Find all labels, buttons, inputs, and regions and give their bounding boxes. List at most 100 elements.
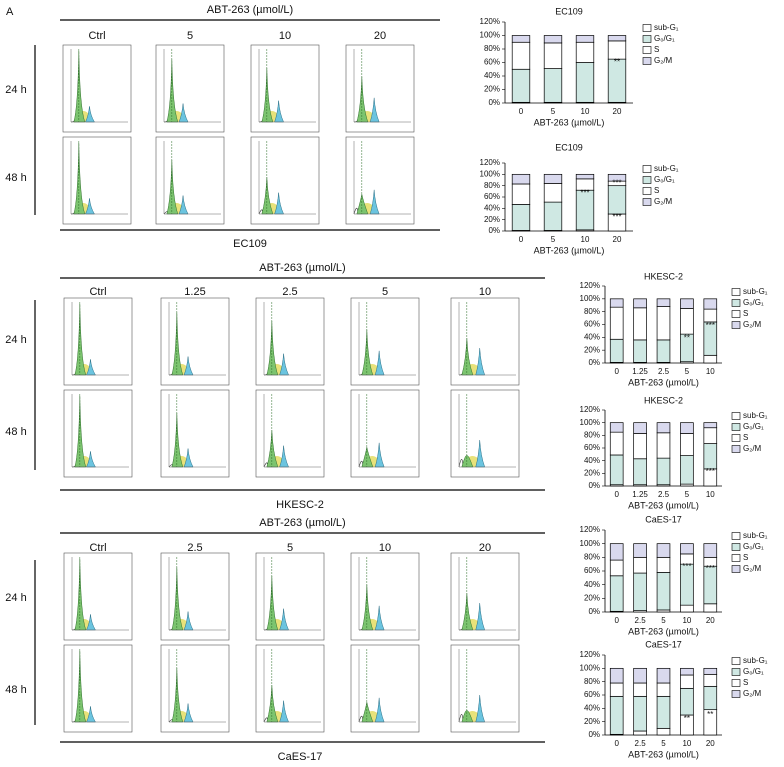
x-tick-label: 5 bbox=[551, 107, 556, 116]
legend-swatch bbox=[731, 532, 741, 540]
legend-label: sub-G₁ bbox=[743, 531, 768, 540]
bar-segment bbox=[680, 433, 694, 456]
flow-histogram bbox=[350, 389, 420, 478]
bar-segment bbox=[511, 183, 531, 205]
bar-segment bbox=[680, 308, 694, 335]
histogram-frame bbox=[350, 297, 420, 386]
flow-histogram bbox=[345, 136, 415, 225]
bar-segment bbox=[609, 667, 624, 684]
time-label: 24 h bbox=[5, 592, 26, 604]
legend-label: G₀/G₁ bbox=[743, 542, 764, 551]
x-tick-label: 2.5 bbox=[635, 616, 647, 625]
chart-title: CaES-17 bbox=[645, 514, 682, 524]
g2-peak bbox=[374, 697, 385, 723]
time-label: 24 h bbox=[5, 84, 26, 96]
g1-peak bbox=[74, 558, 87, 631]
significance-mark: *** bbox=[682, 562, 691, 571]
y-tick-label: 120% bbox=[480, 17, 500, 26]
y-tick-label: 100% bbox=[580, 418, 600, 427]
flow-histogram bbox=[63, 644, 133, 733]
g2-peak bbox=[183, 448, 194, 468]
dose-label: 1.25 bbox=[184, 286, 205, 298]
x-tick-label: 10 bbox=[682, 616, 691, 625]
histogram-frame bbox=[62, 136, 132, 225]
significance-mark: ** bbox=[684, 714, 690, 723]
y-tick-label: 120% bbox=[580, 650, 600, 659]
bar-segment bbox=[633, 730, 647, 736]
legend-swatch bbox=[642, 165, 652, 173]
y-tick-label: 80% bbox=[484, 181, 500, 190]
cell-line-label: HKESC-2 bbox=[276, 499, 324, 511]
significance-mark: *** bbox=[612, 179, 621, 188]
g1-peak bbox=[361, 702, 374, 723]
legend-label: G₂/M bbox=[743, 444, 762, 453]
flow-histogram bbox=[350, 644, 420, 733]
histogram-frame bbox=[250, 136, 320, 225]
bar-segment bbox=[607, 40, 627, 60]
x-axis-title: ABT-263 (µmol/L) bbox=[628, 377, 699, 387]
legend-swatch bbox=[731, 565, 741, 573]
legend-label: G₀/G₁ bbox=[654, 34, 675, 43]
legend-label: sub-G₁ bbox=[743, 656, 768, 665]
flow-histogram bbox=[345, 44, 415, 133]
x-axis-title: ABT-263 (µmol/L) bbox=[534, 117, 605, 127]
legend-swatch bbox=[731, 434, 741, 442]
x-tick-label: 0 bbox=[614, 739, 619, 748]
histogram-frame bbox=[255, 297, 325, 386]
significance-mark: ** bbox=[684, 334, 690, 343]
g1-peak bbox=[73, 50, 86, 123]
bar-segment bbox=[609, 338, 624, 363]
g2-peak bbox=[86, 451, 96, 468]
g1-peak bbox=[74, 303, 87, 376]
bar-segment bbox=[656, 306, 671, 341]
g1-peak bbox=[356, 194, 369, 215]
y-tick-label: 120% bbox=[580, 525, 600, 534]
bar-segment bbox=[656, 695, 671, 729]
x-tick-label: 5 bbox=[661, 739, 666, 748]
legend-swatch bbox=[731, 668, 741, 676]
x-axis-title: ABT-263 (µmol/L) bbox=[628, 749, 699, 759]
y-tick-label: 0% bbox=[588, 481, 600, 490]
bar-segment bbox=[656, 457, 671, 486]
bar-segment bbox=[609, 431, 624, 456]
flow-histogram bbox=[155, 136, 225, 225]
significance-mark: ** bbox=[614, 58, 620, 67]
x-tick-label: 0 bbox=[614, 367, 619, 376]
flow-histogram bbox=[63, 297, 133, 386]
chart-title: CaES-17 bbox=[645, 639, 682, 649]
legend-swatch bbox=[642, 24, 652, 32]
bar-segment bbox=[575, 41, 595, 63]
g2-peak bbox=[274, 192, 284, 215]
histogram-frame bbox=[63, 552, 133, 641]
legend-label: G₂/M bbox=[743, 689, 762, 698]
bar-segment bbox=[680, 667, 694, 676]
bar-segment bbox=[543, 201, 563, 231]
y-tick-label: 100% bbox=[480, 31, 500, 40]
legend-swatch bbox=[642, 198, 652, 206]
y-tick-label: 0% bbox=[588, 358, 600, 367]
bar-segment bbox=[511, 35, 531, 43]
flow-histogram bbox=[450, 389, 520, 478]
bar-segment bbox=[680, 543, 694, 555]
chart-title: EC109 bbox=[555, 142, 583, 152]
histogram-frame bbox=[450, 297, 520, 386]
histogram-frame bbox=[250, 44, 320, 133]
bar-segment bbox=[703, 685, 718, 711]
histogram-frame bbox=[63, 389, 133, 478]
legend-swatch bbox=[731, 321, 741, 329]
legend-swatch bbox=[731, 288, 741, 296]
bar-segment bbox=[511, 173, 531, 185]
dose-label: 20 bbox=[479, 542, 491, 554]
flow-histogram bbox=[250, 136, 320, 225]
legend-label: S bbox=[654, 186, 659, 195]
histogram-frame bbox=[255, 389, 325, 478]
x-tick-label: 20 bbox=[613, 235, 622, 244]
dose-label: 5 bbox=[287, 542, 293, 554]
x-tick-label: 10 bbox=[581, 107, 590, 116]
g2-peak bbox=[183, 611, 194, 631]
significance-mark: *** bbox=[706, 564, 715, 573]
legend-label: sub-G₁ bbox=[654, 23, 679, 32]
legend-label: G₀/G₁ bbox=[743, 667, 764, 676]
significance-mark: *** bbox=[580, 189, 589, 198]
g2-peak bbox=[475, 440, 486, 468]
